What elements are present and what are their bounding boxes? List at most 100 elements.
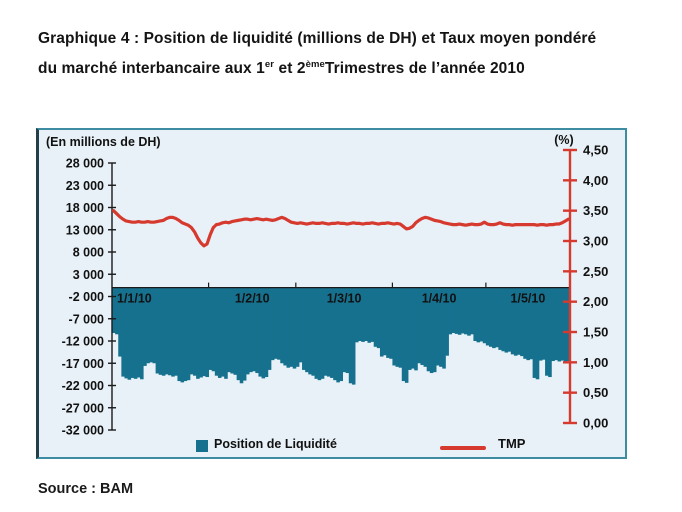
bar: [211, 287, 216, 372]
bar: [358, 287, 362, 341]
right-tick-label: 1,50: [583, 325, 608, 340]
bar: [560, 287, 565, 361]
bar: [545, 287, 549, 376]
bar: [140, 287, 144, 380]
bar: [302, 287, 306, 370]
bar: [395, 287, 400, 367]
date-label: 1/2/10: [235, 292, 270, 306]
bar: [308, 287, 312, 375]
bar: [127, 287, 132, 380]
bar: [426, 287, 431, 372]
bar: [342, 287, 347, 373]
bar: [532, 287, 537, 378]
bar: [183, 287, 188, 382]
bar: [152, 287, 157, 364]
date-label: 1/4/10: [422, 292, 457, 306]
bar: [464, 287, 468, 335]
date-label: 1/3/10: [327, 292, 362, 306]
bar: [136, 287, 141, 378]
bar: [535, 287, 540, 380]
bar: [118, 287, 122, 357]
right-axis-labels: 4,50 4,00 3,50 3,00 2,50 2,00 1,50 1,00 0,50 0,00: [583, 143, 608, 431]
x-axis-labels: 1/1/10 1/2/10 1/3/10 1/4/10 1/5/10: [117, 292, 545, 306]
bar: [130, 287, 135, 378]
bars-series: [112, 287, 571, 385]
right-axis-unit-label: (%): [554, 133, 573, 147]
left-tick-label: 28 000: [66, 157, 104, 171]
bar: [411, 287, 415, 369]
bar: [311, 287, 315, 376]
bar: [439, 287, 443, 367]
right-tick-label: 3,50: [583, 203, 608, 218]
bar: [551, 287, 555, 362]
left-tick-label: 8 000: [73, 246, 104, 260]
left-tick-label: 18 000: [66, 201, 104, 215]
bar: [199, 287, 203, 378]
left-tick-label: 23 000: [66, 179, 104, 193]
bar: [277, 287, 281, 360]
left-tick-label: -27 000: [62, 401, 104, 415]
bar: [320, 287, 325, 379]
bar: [548, 287, 552, 378]
bar: [267, 287, 272, 370]
bar: [295, 287, 300, 367]
bar: [336, 287, 340, 383]
bar: [460, 287, 465, 334]
bar: [389, 287, 393, 359]
bar: [230, 287, 234, 374]
bar: [171, 287, 175, 377]
bar: [383, 287, 387, 356]
left-axis: [108, 162, 116, 431]
bar: [482, 287, 487, 344]
bar: [417, 287, 421, 364]
bar: [476, 287, 481, 343]
bar: [510, 287, 515, 355]
chart-title: Graphique 4 : Position de liquidité (mil…: [38, 24, 648, 84]
bar: [361, 287, 365, 342]
bar: [373, 287, 378, 347]
bar: [414, 287, 418, 371]
bar: [274, 287, 278, 359]
bar: [236, 287, 241, 381]
bar: [233, 287, 238, 375]
bar: [186, 287, 191, 381]
bar: [124, 287, 129, 379]
bar: [189, 287, 194, 375]
bar: [261, 287, 266, 379]
bar: [407, 287, 412, 370]
bar: [317, 287, 322, 381]
bar: [392, 287, 396, 366]
bar: [485, 287, 490, 346]
bar: [208, 287, 213, 370]
bar: [448, 287, 453, 335]
chart-panel: 1/1/10 1/2/10 1/3/10 1/4/10 1/5/10 28 000 23 0…: [36, 128, 627, 459]
bar: [286, 287, 291, 368]
bar: [367, 287, 372, 343]
bar: [143, 287, 147, 366]
bar: [245, 287, 250, 375]
bar: [270, 287, 275, 361]
bar: [121, 287, 125, 377]
bar: [155, 287, 160, 374]
left-tick-label: 13 000: [66, 223, 104, 237]
bar: [221, 287, 225, 377]
bar: [292, 287, 297, 369]
bar: [498, 287, 502, 350]
bar: [386, 287, 390, 358]
bar: [454, 287, 459, 334]
source-note: Source : BAM: [38, 481, 134, 497]
left-tick-label: -7 000: [69, 312, 104, 326]
superscript-er: er: [264, 58, 275, 70]
bar: [520, 287, 524, 357]
bar: [488, 287, 493, 347]
right-tick-label: 2,50: [583, 264, 608, 279]
bar: [364, 287, 368, 341]
right-tick-label: 2,00: [583, 294, 608, 309]
bar: [445, 287, 449, 356]
bar: [283, 287, 287, 366]
bar: [214, 287, 219, 376]
bar: [112, 287, 116, 333]
left-axis-labels: 28 000 23 000 18 000 13 000 8 000 3 000 -2 000…: [62, 157, 104, 438]
bar: [401, 287, 406, 382]
